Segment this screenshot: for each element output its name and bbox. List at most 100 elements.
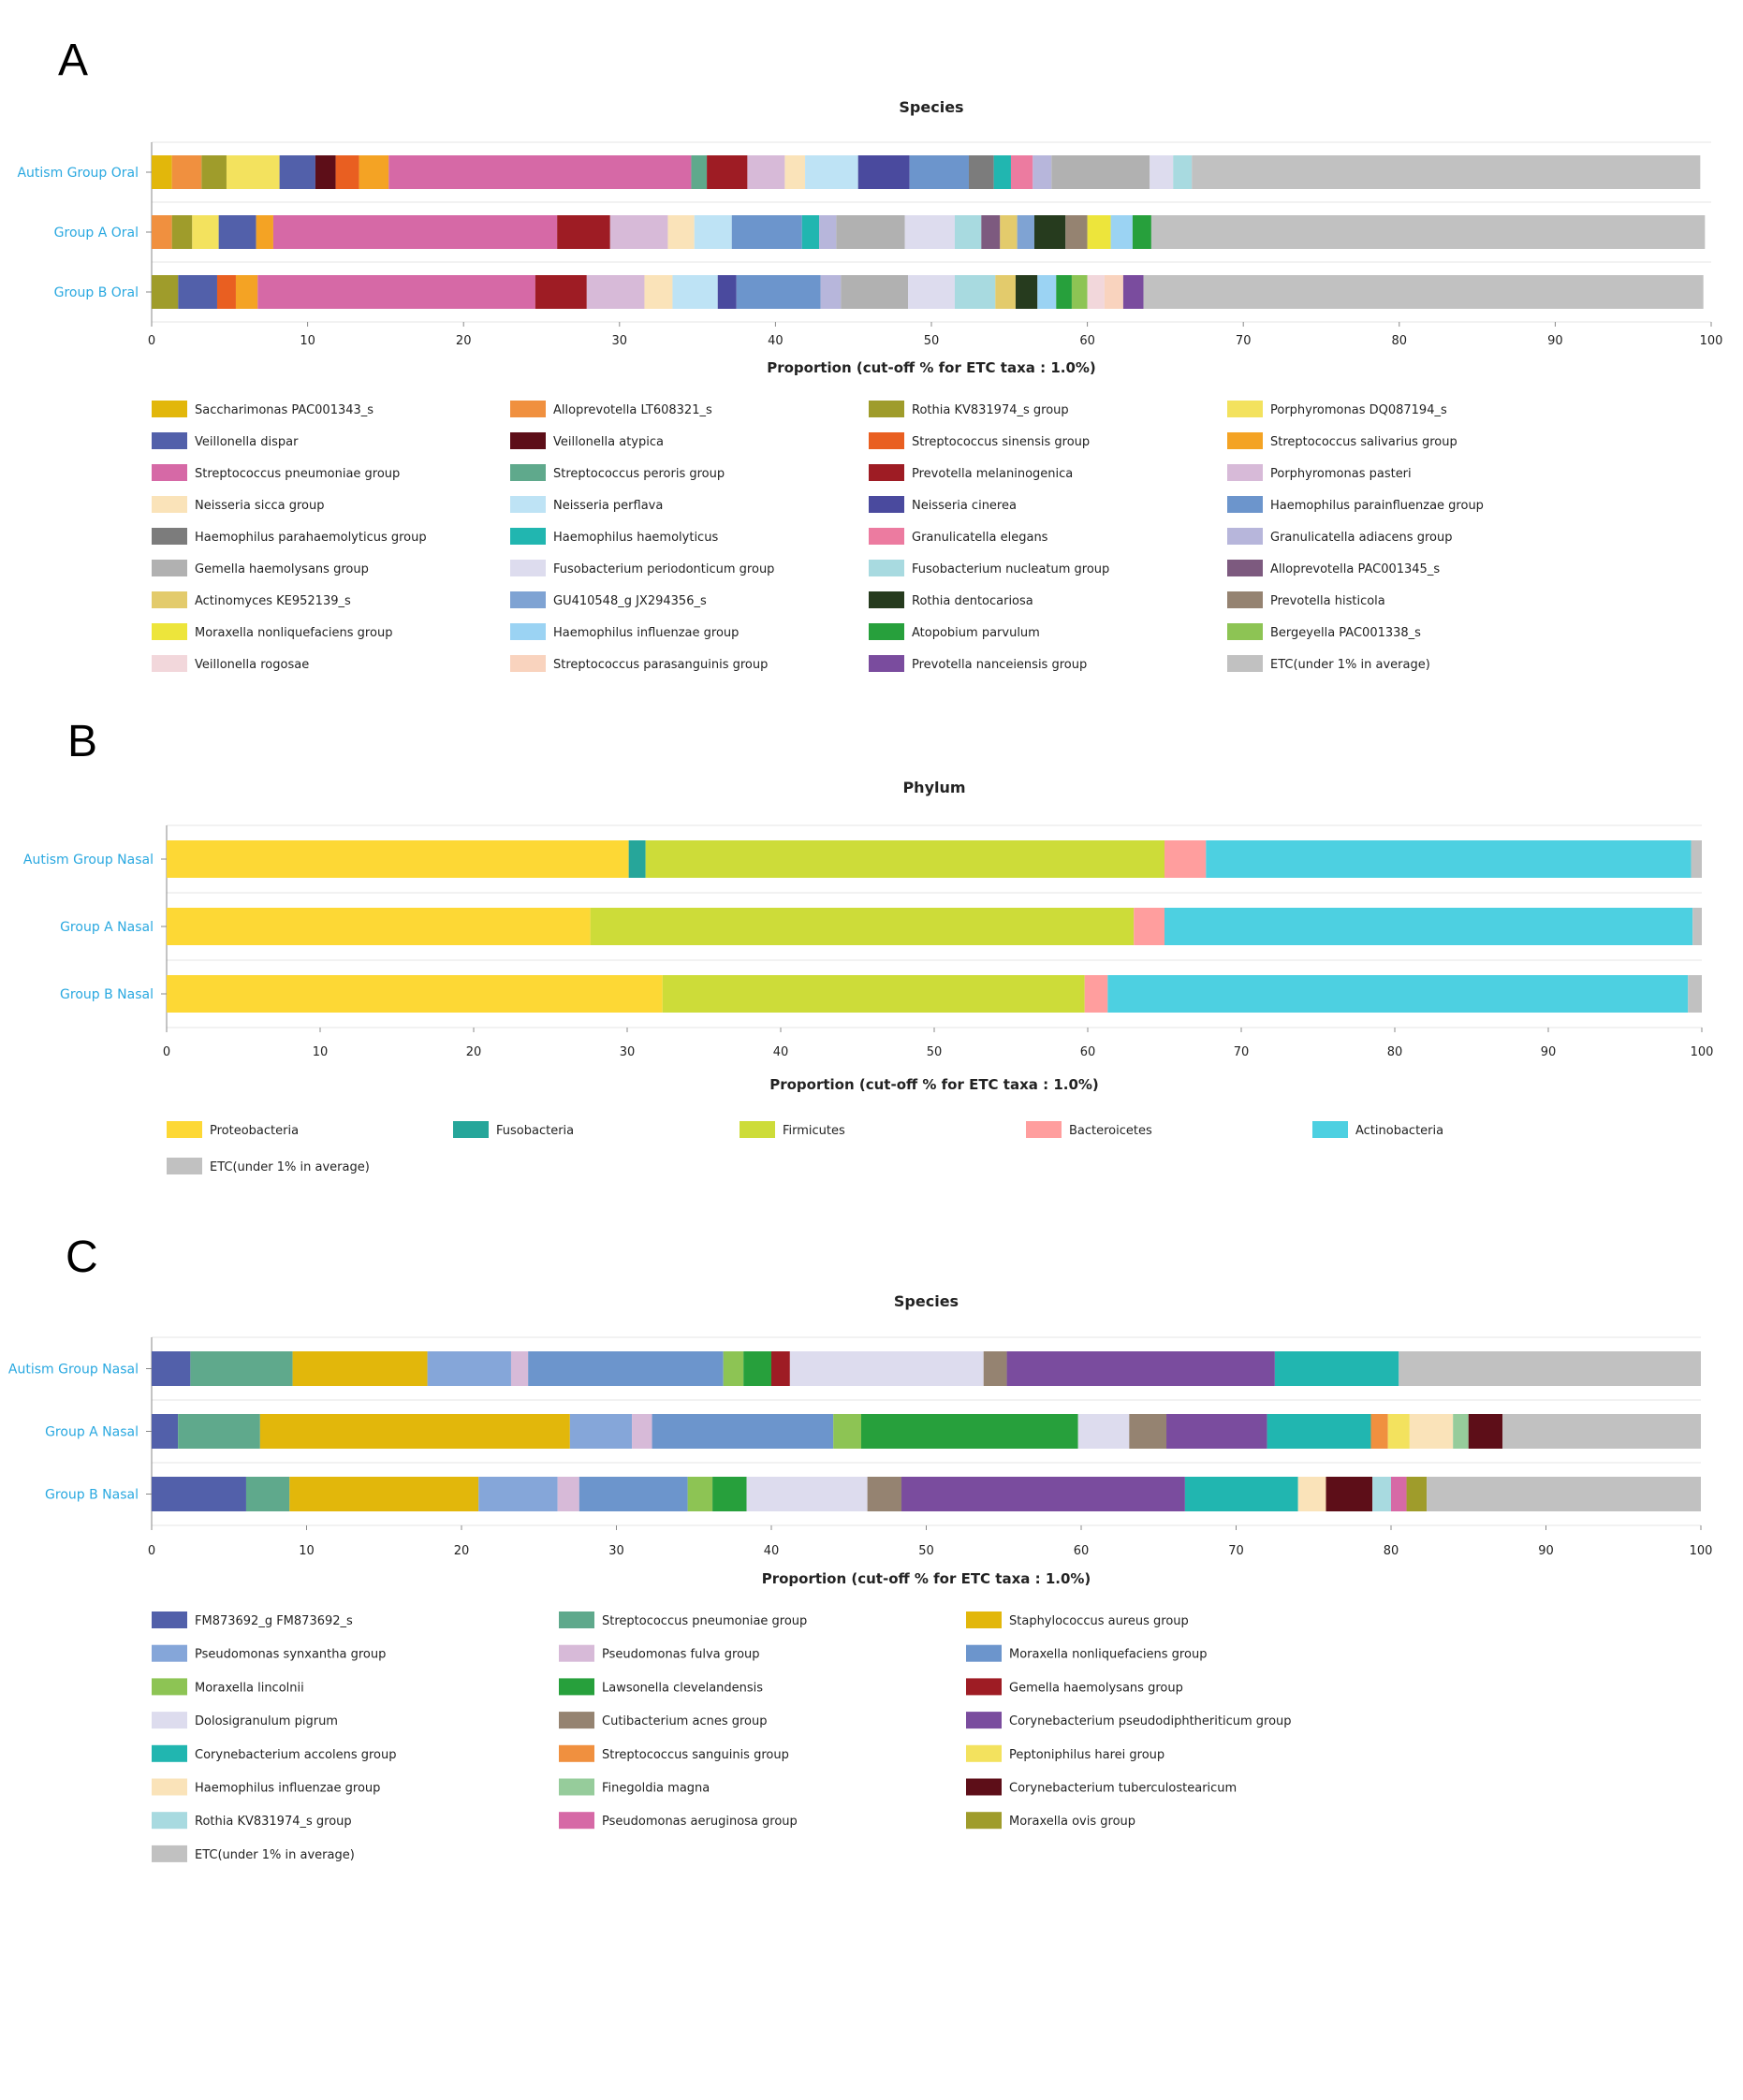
legend-item[interactable]: Streptococcus sanguinis group bbox=[559, 1744, 789, 1762]
legend-item[interactable]: Corynebacterium accolens group bbox=[152, 1744, 396, 1762]
legend-label: Finegoldia magna bbox=[602, 1782, 710, 1796]
x-tick-label: 10 bbox=[313, 1045, 329, 1059]
bar-segment-porphyromonas-pasteri: Porphyromonas pasteri: 2.4 bbox=[747, 155, 785, 189]
legend-item[interactable]: Prevotella nanceiensis group bbox=[869, 655, 1087, 672]
legend-item[interactable]: Veillonella atypica bbox=[510, 432, 664, 449]
legend-item[interactable]: Haemophilus parainfluenzae group bbox=[1227, 496, 1484, 513]
bar-segment-cutibacterium-acnes-group: Cutibacterium acnes group: 1.5 bbox=[983, 1351, 1007, 1386]
legend-item[interactable]: Prevotella histicola bbox=[1227, 591, 1385, 608]
legend-item[interactable]: Veillonella rogosae bbox=[152, 655, 309, 672]
legend-item[interactable]: Neisseria sicca group bbox=[152, 496, 324, 513]
legend-swatch bbox=[869, 528, 904, 545]
legend-item[interactable]: Pseudomonas fulva group bbox=[559, 1644, 760, 1662]
legend-item[interactable]: GU410548_g JX294356_s bbox=[510, 591, 707, 608]
bar-segment-actinobacteria: Actinobacteria: 31.6 bbox=[1206, 840, 1692, 878]
legend-item[interactable]: ETC(under 1% in average) bbox=[1227, 655, 1430, 672]
legend-item[interactable]: Streptococcus pneumoniae group bbox=[152, 464, 400, 481]
legend-item[interactable]: Staphylococcus aureus group bbox=[966, 1611, 1189, 1628]
legend-item[interactable]: Proteobacteria bbox=[167, 1121, 299, 1138]
bar-segment-etc-under-1-in-average: ETC(under 1% in average): 0.9 bbox=[1688, 975, 1702, 1013]
legend-item[interactable]: Bacteroicetes bbox=[1026, 1121, 1152, 1138]
category-label: Group A Oral bbox=[54, 226, 139, 241]
bar-segment-streptococcus-parasanguinis-group: Streptococcus parasanguinis group: 1.2 bbox=[1104, 275, 1123, 309]
legend-item[interactable]: Moraxella nonliquefaciens group bbox=[966, 1644, 1207, 1662]
chart-title: Species bbox=[894, 1292, 959, 1310]
bar-segment-haemophilus-parainfluenzae-group: Haemophilus parainfluenzae group: 4.5 bbox=[731, 215, 802, 249]
legend-item[interactable]: Saccharimonas PAC001343_s bbox=[152, 401, 374, 417]
legend-item[interactable]: ETC(under 1% in average) bbox=[152, 1845, 355, 1862]
legend-item[interactable]: Streptococcus salivarius group bbox=[1227, 432, 1457, 449]
x-tick-label: 80 bbox=[1392, 334, 1408, 348]
legend-item[interactable]: Corynebacterium pseudodiphtheriticum gro… bbox=[966, 1712, 1292, 1729]
legend-swatch bbox=[152, 1812, 187, 1830]
legend-item[interactable]: Neisseria cinerea bbox=[869, 496, 1017, 513]
legend-item[interactable]: Atopobium parvulum bbox=[869, 623, 1040, 640]
legend-item[interactable]: Firmicutes bbox=[740, 1121, 845, 1138]
legend-item[interactable]: Rothia KV831974_s group bbox=[152, 1812, 352, 1830]
legend-item[interactable]: Finegoldia magna bbox=[559, 1778, 710, 1796]
legend-item[interactable]: Streptococcus sinensis group bbox=[869, 432, 1090, 449]
legend-label: Prevotella nanceiensis group bbox=[912, 658, 1087, 672]
bar-segment-pseudomonas-aeruginosa-group: Pseudomonas aeruginosa group: 1 bbox=[1391, 1477, 1407, 1511]
legend-item[interactable]: Streptococcus parasanguinis group bbox=[510, 655, 768, 672]
legend-item[interactable]: Moraxella ovis group bbox=[966, 1812, 1135, 1830]
x-axis-title: Proportion (cut-off % for ETC taxa : 1.0… bbox=[769, 1076, 1099, 1093]
legend-item[interactable]: Fusobacterium nucleatum group bbox=[869, 560, 1109, 576]
bar-segment-neisseria-perflava: Neisseria perflava: 3.4 bbox=[805, 155, 858, 189]
legend-item[interactable]: Actinomyces KE952139_s bbox=[152, 591, 351, 608]
legend-item[interactable]: Veillonella dispar bbox=[152, 432, 299, 449]
legend-item[interactable]: Gemella haemolysans group bbox=[966, 1678, 1183, 1696]
legend-item[interactable]: Streptococcus pneumoniae group bbox=[559, 1611, 807, 1628]
legend-item[interactable]: Prevotella melaninogenica bbox=[869, 464, 1073, 481]
legend-item[interactable]: Fusobacteria bbox=[453, 1121, 574, 1138]
legend-item[interactable]: Granulicatella adiacens group bbox=[1227, 528, 1452, 545]
chart-nasal-species: Species Autism Group Nasal FM873692_g FM87… bbox=[8, 1292, 1712, 1862]
bar-segment-actinobacteria: Actinobacteria: 37.8 bbox=[1107, 975, 1689, 1013]
legend-item[interactable]: Porphyromonas DQ087194_s bbox=[1227, 401, 1447, 417]
legend-item[interactable]: FM873692_g FM873692_s bbox=[152, 1611, 353, 1628]
legend-label: Streptococcus parasanguinis group bbox=[553, 658, 768, 672]
legend-item[interactable]: Lawsonella clevelandensis bbox=[559, 1678, 763, 1696]
legend-item[interactable]: Gemella haemolysans group bbox=[152, 560, 369, 576]
legend-item[interactable]: Peptoniphilus harei group bbox=[966, 1744, 1164, 1762]
bar-segment-gemella-haemolysans-group: Gemella haemolysans group: 4.4 bbox=[836, 215, 905, 249]
legend-item[interactable]: Pseudomonas synxantha group bbox=[152, 1644, 386, 1662]
category-label: Group B Nasal bbox=[45, 1488, 139, 1503]
legend-item[interactable]: Actinobacteria bbox=[1312, 1121, 1443, 1138]
legend-item[interactable]: Haemophilus parahaemolyticus group bbox=[152, 528, 427, 545]
x-tick-label: 60 bbox=[1074, 1544, 1090, 1558]
bar-segment-fusobacterium-periodonticum-group: Fusobacterium periodonticum group: 3.2 bbox=[904, 215, 955, 249]
legend-item[interactable]: Alloprevotella LT608321_s bbox=[510, 401, 712, 417]
bar-segment-haemophilus-parainfluenzae-group: Haemophilus parainfluenzae group: 3.8 bbox=[909, 155, 969, 189]
legend-item[interactable]: Rothia KV831974_s group bbox=[869, 401, 1069, 417]
legend-item[interactable]: Fusobacterium periodonticum group bbox=[510, 560, 774, 576]
legend-swatch bbox=[152, 401, 187, 417]
bar-segment-streptococcus-pneumoniae-group: Streptococcus pneumoniae group: 5.3 bbox=[178, 1414, 260, 1449]
legend-item[interactable]: Haemophilus haemolyticus bbox=[510, 528, 718, 545]
legend-swatch bbox=[152, 1678, 187, 1696]
legend-label: Neisseria sicca group bbox=[195, 499, 324, 513]
legend-item[interactable]: Porphyromonas pasteri bbox=[1227, 464, 1412, 481]
x-tick-label: 20 bbox=[454, 1544, 470, 1558]
bar-segment-streptococcus-sinensis-group: Streptococcus sinensis group: 1.5 bbox=[335, 155, 359, 189]
legend-item[interactable]: Moraxella lincolnii bbox=[152, 1678, 304, 1696]
legend-item[interactable]: Dolosigranulum pigrum bbox=[152, 1712, 338, 1729]
category-label: Autism Group Nasal bbox=[8, 1363, 139, 1378]
legend-item[interactable]: Bergeyella PAC001338_s bbox=[1227, 623, 1421, 640]
legend-item[interactable]: Rothia dentocariosa bbox=[869, 591, 1033, 608]
legend-item[interactable]: Haemophilus influenzae group bbox=[510, 623, 739, 640]
legend-item[interactable]: Neisseria perflava bbox=[510, 496, 663, 513]
legend-item[interactable]: Moraxella nonliquefaciens group bbox=[152, 623, 392, 640]
legend-label: GU410548_g JX294356_s bbox=[553, 594, 707, 608]
legend-item[interactable]: ETC(under 1% in average) bbox=[167, 1158, 370, 1174]
legend-item[interactable]: Corynebacterium tuberculostearicum bbox=[966, 1778, 1237, 1796]
legend-item[interactable]: Streptococcus peroris group bbox=[510, 464, 725, 481]
legend-item[interactable]: Granulicatella elegans bbox=[869, 528, 1048, 545]
legend-item[interactable]: Haemophilus influenzae group bbox=[152, 1778, 380, 1796]
legend-label: Bacteroicetes bbox=[1069, 1124, 1152, 1138]
bar-segment-haemophilus-influenzae-group: Haemophilus influenzae group: 2.8 bbox=[1409, 1414, 1454, 1449]
legend-item[interactable]: Alloprevotella PAC001345_s bbox=[1227, 560, 1440, 576]
legend-item[interactable]: Pseudomonas aeruginosa group bbox=[559, 1812, 798, 1830]
legend-label: Pseudomonas fulva group bbox=[602, 1648, 760, 1662]
legend-item[interactable]: Cutibacterium acnes group bbox=[559, 1712, 768, 1729]
